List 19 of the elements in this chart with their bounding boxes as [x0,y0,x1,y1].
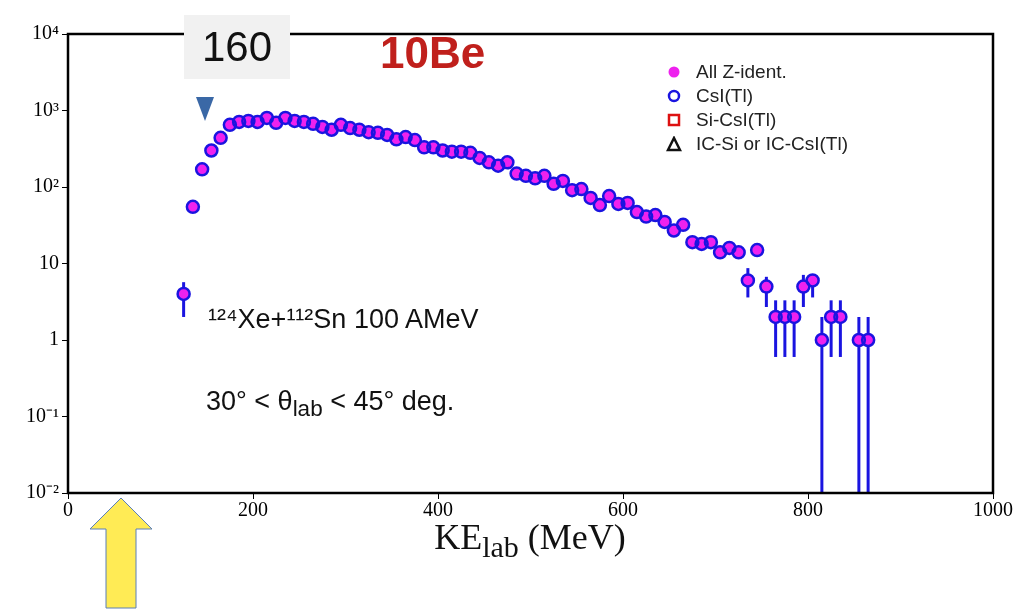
x-tick-label: 0 [63,498,73,521]
y-tick-label: 10⁻¹ [26,403,59,426]
x-tick-label: 200 [238,498,268,521]
legend-label: Si-CsI(Tl) [696,109,777,131]
legend-label: CsI(Tl) [696,85,753,107]
x-tick-label: 1000 [973,498,1013,521]
x-tick-label: 800 [793,498,823,521]
y-tick-label: 1 [49,327,59,350]
annotation: ¹²⁴Xe+¹¹²Sn 100 AMeV [208,304,479,335]
y-tick-label: 10⁻² [26,480,59,503]
legend-label: IC-Si or IC-CsI(Tl) [696,133,848,155]
y-tick-label: 10² [33,174,59,197]
chart-title: 10Be [380,28,486,78]
y-tick-label: 10³ [33,97,59,120]
y-tick-label: 10 [39,250,59,273]
annotation: 160 [184,15,291,79]
annotation: 30° < θ$_{lab}$ < 45° deg. [206,386,455,423]
legend-label: All Z-ident. [696,61,787,83]
y-tick-label: 10⁴ [32,21,60,44]
